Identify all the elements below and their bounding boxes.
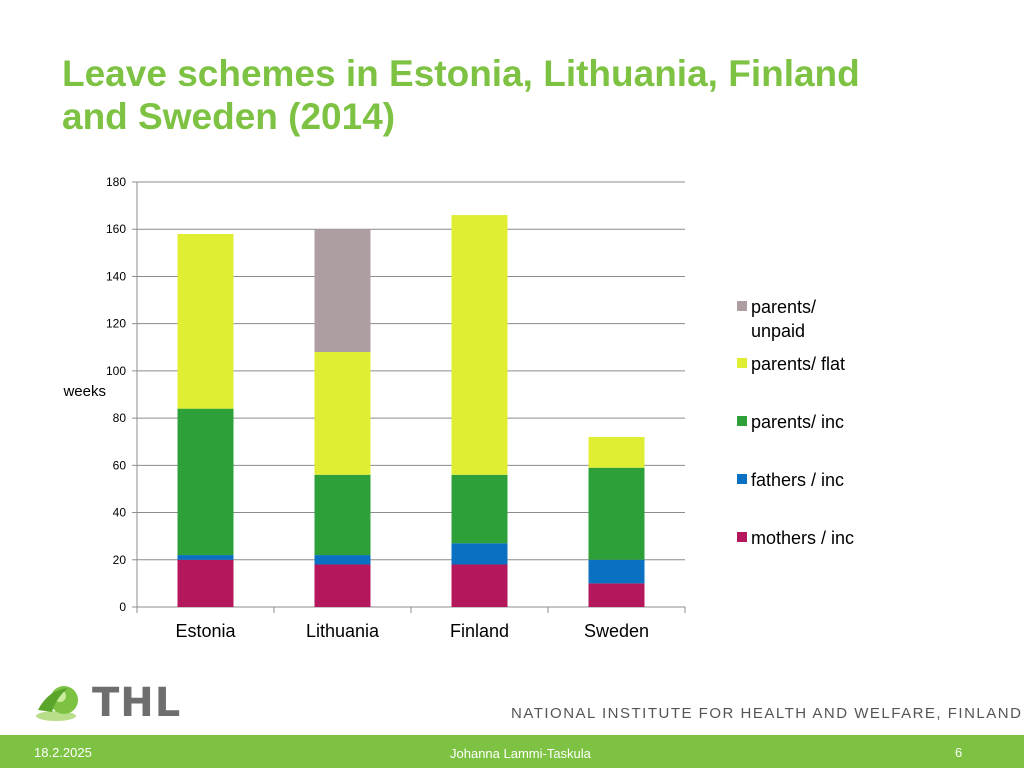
bar-segment-lithuania-mothers-inc — [314, 564, 371, 607]
y-axis-label: weeks — [62, 383, 106, 400]
bar-segment-finland-parents-inc — [451, 474, 508, 544]
y-tick-label: 100 — [106, 364, 126, 378]
footer-bar: 18.2.2025 Johanna Lammi-Taskula 6 — [0, 735, 1024, 768]
bar-segment-estonia-parents-inc — [177, 408, 234, 556]
legend-label-line-1: parents/ — [751, 297, 817, 317]
legend-swatch — [737, 358, 747, 368]
x-tick-label: Finland — [450, 621, 509, 641]
y-tick-label: 140 — [106, 269, 126, 283]
slide-title-line-2: and Sweden (2014) — [62, 96, 396, 137]
legend-label: fathers / inc — [751, 470, 845, 490]
y-tick-label: 60 — [113, 458, 127, 472]
bar-segment-lithuania-fathers-inc — [314, 555, 371, 565]
y-tick-label: 180 — [106, 175, 126, 189]
legend-label: mothers / inc — [751, 528, 855, 548]
slide-title-line-1: Leave schemes in Estonia, Lithuania, Fin… — [62, 53, 860, 94]
bar-segment-estonia-fathers-inc — [177, 555, 234, 560]
legend-swatch — [737, 474, 747, 484]
bar-segment-estonia-parents-flat — [177, 233, 234, 409]
y-tick-label: 80 — [113, 411, 127, 425]
bar-segment-sweden-parents-inc — [588, 467, 645, 560]
y-tick-label: 160 — [106, 222, 126, 236]
x-tick-label: Sweden — [584, 621, 649, 641]
bar-segment-sweden-parents-flat — [588, 437, 645, 468]
bar-segment-sweden-fathers-inc — [588, 559, 645, 584]
bar-segment-finland-fathers-inc — [451, 543, 508, 565]
bar-segment-lithuania-parents-flat — [314, 352, 371, 475]
legend-label-line-2: unpaid — [751, 321, 806, 341]
footer-author: Johanna Lammi-Taskula — [450, 746, 591, 761]
institute-name: NATIONAL INSTITUTE FOR HEALTH AND WELFAR… — [511, 705, 1023, 722]
bar-segment-finland-parents-flat — [451, 215, 508, 475]
bar-segment-estonia-mothers-inc — [177, 559, 234, 607]
legend-label: parents/ flat — [751, 354, 846, 374]
y-tick-label: 120 — [106, 317, 126, 331]
footer-date: 18.2.2025 — [34, 745, 92, 760]
legend-swatch — [737, 416, 747, 426]
stacked-bar-chart: 0 20 40 60 80 100 120 140 160 180 weeks Estonia Lith… — [62, 175, 686, 641]
logo-text: THL — [92, 680, 182, 726]
legend-label: parents/ inc — [751, 412, 845, 432]
leaf-globe-icon — [36, 686, 78, 721]
bar-segment-finland-mothers-inc — [451, 564, 508, 607]
bar-segment-sweden-mothers-inc — [588, 583, 645, 607]
footer-page-number: 6 — [955, 745, 963, 760]
bar-segment-lithuania-parents-unpaid — [314, 229, 371, 352]
legend-swatch — [737, 301, 747, 311]
thl-logo: THL — [34, 680, 184, 726]
slide-title: Leave schemes in Estonia, Lithuania, Fin… — [62, 52, 962, 138]
x-tick-label: Estonia — [175, 621, 236, 641]
legend-swatch — [737, 532, 747, 542]
y-tick-label: 0 — [119, 600, 126, 614]
bar-segment-lithuania-parents-inc — [314, 474, 371, 556]
y-tick-label: 40 — [113, 506, 127, 520]
x-tick-label: Lithuania — [306, 621, 380, 641]
y-tick-label: 20 — [113, 553, 127, 567]
legend-label: parents/ unpaid — [751, 295, 931, 343]
